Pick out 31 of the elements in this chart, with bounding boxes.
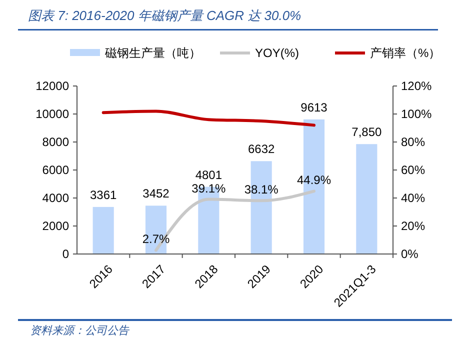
y-tick-label: 6000 xyxy=(42,163,70,177)
bar xyxy=(92,206,114,254)
data-label: 44.9% xyxy=(296,173,332,188)
y2-tick-label: 20% xyxy=(401,219,426,233)
y2-tick-label: 0% xyxy=(401,247,419,261)
y-tick-label: 8000 xyxy=(42,135,70,149)
data-label: 4801 xyxy=(195,168,222,182)
y-tick-label: 10000 xyxy=(36,107,70,121)
y2-tick-label: 120% xyxy=(401,79,432,93)
data-label: 6632 xyxy=(248,142,276,156)
legend-label: 磁钢生产量（吨） xyxy=(104,46,201,60)
data-label: 7,850 xyxy=(352,125,382,140)
data-label: 38.1% xyxy=(244,182,279,197)
data-label: 9613 xyxy=(300,100,328,114)
legend-label: 产销率（%） xyxy=(370,46,441,60)
y2-tick-label: 80% xyxy=(401,135,426,149)
bar xyxy=(356,144,378,254)
chart-title: 图表 7: 2016-2020 年磁钢产量 CAGR 达 30.0% xyxy=(28,8,302,23)
y2-tick-label: 40% xyxy=(401,191,426,205)
y-tick-label: 0 xyxy=(62,247,70,261)
data-label: 3452 xyxy=(142,186,170,201)
y2-tick-label: 100% xyxy=(401,107,432,121)
y-tick-label: 2000 xyxy=(42,219,70,233)
text: 资料来源：公司公告 xyxy=(30,324,130,337)
data-label: 39.1% xyxy=(192,181,226,196)
y2-tick-label: 60% xyxy=(401,163,426,177)
y-tick-label: 4000 xyxy=(42,191,70,205)
y-tick-label: 12000 xyxy=(36,79,70,93)
data-label: 3361 xyxy=(90,188,118,202)
legend-label: YOY(%) xyxy=(255,46,300,60)
data-label: 2.7% xyxy=(142,232,170,246)
